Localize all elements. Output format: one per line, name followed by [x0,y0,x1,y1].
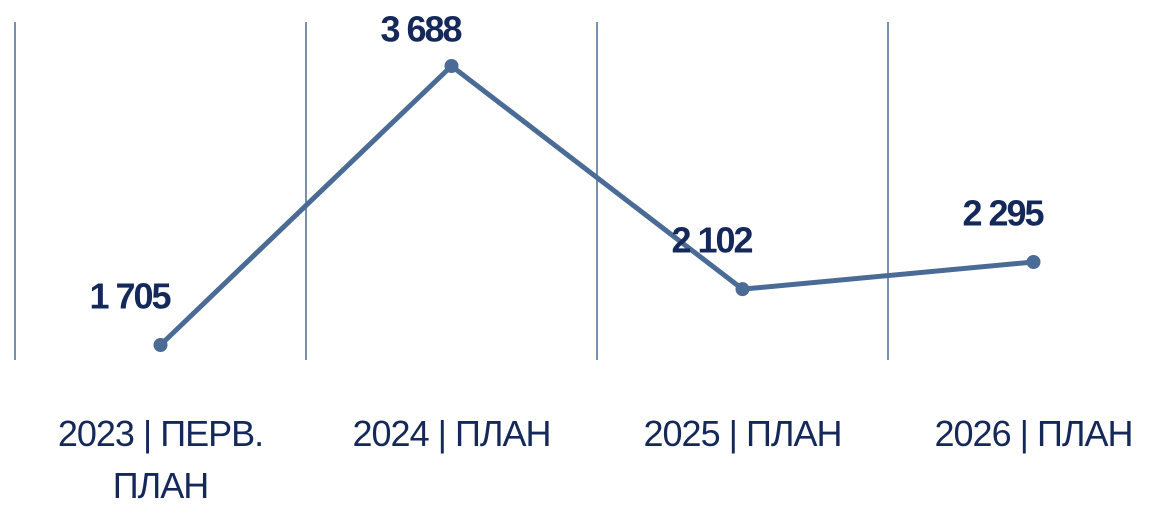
point [1026,254,1041,269]
line [158,62,1034,347]
x-tick-label: 2026 | ПЛАН [934,413,1134,454]
value-label: 1 705 [89,276,171,317]
point [735,282,750,297]
value-label: 3 688 [380,9,461,50]
value-label: 2 295 [962,193,1044,234]
point [153,338,168,352]
x-tick-label: 2024 | ПЛАН [352,413,552,454]
value-label: 2 102 [671,220,752,261]
x-tick-label: 2023 | ПЕРВ. ПЛАН [57,413,264,506]
point [444,59,459,73]
x-tick-label: 2025 | ПЛАН [643,413,843,454]
